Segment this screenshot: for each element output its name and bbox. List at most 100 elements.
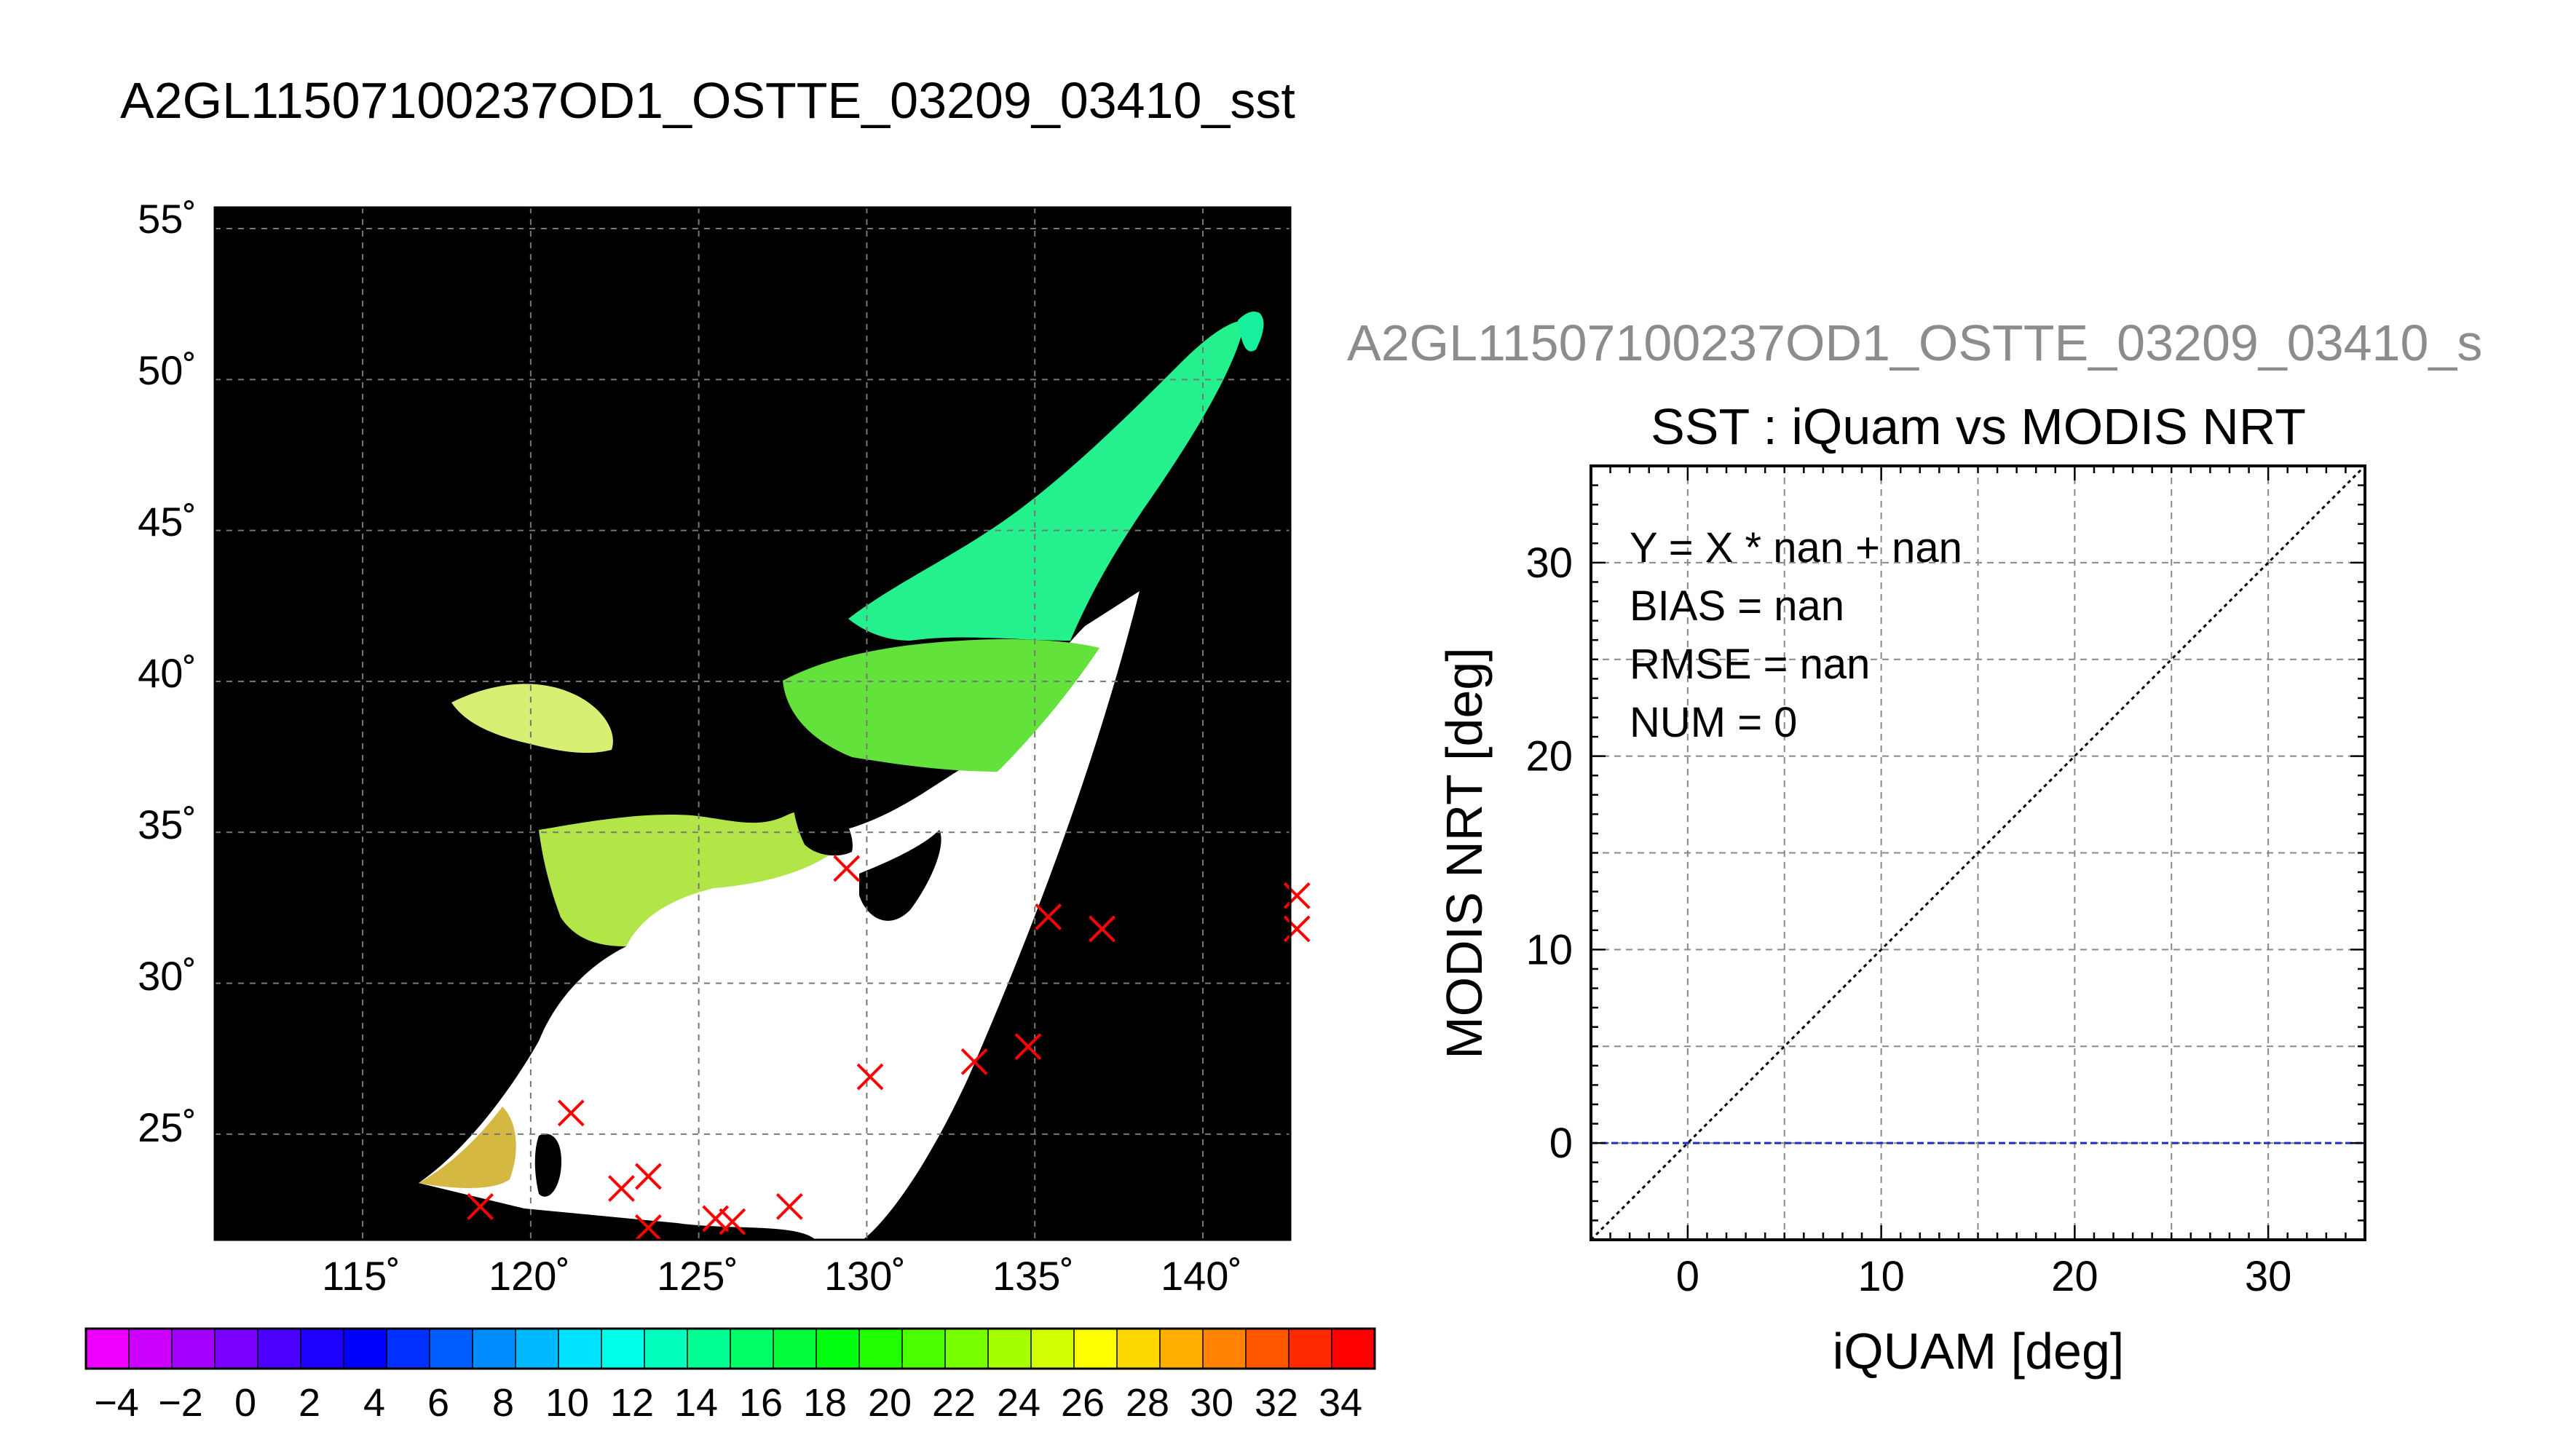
colorbar-cell [558,1329,602,1369]
colorbar-cell [1074,1329,1118,1369]
stats-rmse: RMSE = nan [1630,641,1870,688]
marker-stroke [775,1192,803,1220]
match-point-marker [1089,915,1115,943]
colorbar-cell [430,1329,473,1369]
colorbar-cell [1031,1329,1075,1369]
map-frame [213,206,1292,1241]
colorbar-label: 18 [803,1381,847,1425]
colorbar-cell [1160,1329,1204,1369]
marker-stroke [635,1214,662,1241]
south-coast-sst [419,1107,516,1188]
lon-tick-label: 135˚ [992,1253,1074,1299]
x-tick-label: 30 [2245,1253,2292,1300]
colorbar-cell [773,1329,817,1369]
marker-stroke [1089,915,1115,943]
colorbar-cell [644,1329,688,1369]
x-tick-label: 0 [1676,1253,1699,1300]
map-panel [213,206,1311,1241]
north-strip-sst [1238,312,1264,352]
korea-land [789,728,853,856]
colorbar-labels: −4 −2 0 2 4 6 8 10 12 14 16 18 20 22 24 … [94,1381,1362,1425]
match-point-marker [960,1048,988,1075]
colorbar-cell [387,1329,430,1369]
lon-tick-label: 115˚ [322,1253,400,1299]
colorbar-cell [945,1329,989,1369]
marker-stroke [635,1163,662,1190]
lat-axis: 55˚ 50˚ 45˚ 40˚ 35˚ 30˚ 25˚ [138,196,197,1150]
plot-frame [1590,464,2366,1241]
colorbar-cell [730,1329,774,1369]
match-point-marker [1283,915,1311,943]
marker-stroke [702,1205,730,1233]
colorbar-cell [129,1329,173,1369]
scatter-grid [1591,466,2365,1240]
marker-stroke [608,1175,635,1202]
colorbar-label: 32 [1255,1381,1298,1425]
colorbar-label: 10 [545,1381,589,1425]
taiwan-land [534,1133,561,1197]
match-point-marker [635,1163,662,1190]
colorbar-label: 26 [1061,1381,1105,1425]
y-tick-labels: 0 10 20 30 [1525,539,1573,1167]
lon-tick-label: 130˚ [824,1253,906,1299]
marker-stroke [1035,903,1062,930]
match-point-marker [608,1175,635,1202]
colorbar-label: 34 [1319,1381,1362,1425]
colorbar-label: 14 [674,1381,718,1425]
lat-tick-label: 30˚ [138,953,197,999]
east-sea-sst [783,639,1099,772]
colorbar-cell [1332,1329,1375,1369]
colorbar-frame [84,1327,1376,1370]
bohai-sst [451,684,613,753]
stats-bias: BIAS = nan [1630,582,1844,630]
y-tick-label: 10 [1525,926,1573,973]
colorbar-cell [301,1329,344,1369]
stats-box: Y = X * nan + nan BIAS = nan RMSE = nan … [1630,524,1962,746]
colorbar-label: 6 [427,1381,449,1425]
colorbar-label: 20 [868,1381,912,1425]
colorbar-cell [816,1329,860,1369]
japan-land [859,830,941,921]
match-point-marker [1283,882,1311,909]
marker-stroke [833,855,861,882]
lat-tick-label: 25˚ [138,1104,197,1150]
match-point-marker [1014,1033,1042,1061]
colorbar-cell [1117,1329,1161,1369]
colorbar-cell [1246,1329,1290,1369]
colorbar-cell [215,1329,258,1369]
colorbar-label: −4 [94,1381,139,1425]
y-axis-label: MODIS NRT [deg] [1436,647,1493,1059]
colorbar-cell [516,1329,559,1369]
colorbar-cell [86,1329,130,1369]
marker-stroke [960,1048,988,1075]
lon-tick-label: 140˚ [1161,1253,1242,1299]
colorbar-label: 16 [739,1381,783,1425]
colorbar-cell [1289,1329,1332,1369]
stats-num: NUM = 0 [1630,699,1797,746]
lat-tick-label: 55˚ [138,196,197,242]
colorbar-cell [859,1329,903,1369]
lat-tick-label: 50˚ [138,347,197,393]
match-point-marker [467,1192,494,1220]
marker-stroke [1014,1033,1042,1061]
colorbar-cell [902,1329,946,1369]
match-point-marker [702,1205,730,1233]
one-to-one-line [1590,464,2366,1241]
yellow-sea-sst [539,811,852,946]
colorbar-cell [988,1329,1032,1369]
colorbar-cell [473,1329,516,1369]
lat-tick-label: 40˚ [138,650,197,696]
y-tick-label: 20 [1525,733,1573,780]
colorbar: −4 −2 0 2 4 6 8 10 12 14 16 18 20 22 24 … [84,1327,1376,1425]
colorbar-label: 30 [1190,1381,1233,1425]
y-tick-label: 0 [1549,1120,1573,1167]
marker-stroke [1283,915,1311,943]
swath-nodata-area [419,591,1140,1240]
scatter-plot: Y = X * nan + nan BIAS = nan RMSE = nan … [1590,464,2366,1241]
marker-stroke [467,1192,494,1220]
match-point-marker [1035,903,1062,930]
lon-axis: 115˚ 120˚ 125˚ 130˚ 135˚ 140˚ [322,1253,1242,1299]
colorbar-label: 28 [1126,1381,1169,1425]
marker-stroke [1283,882,1311,909]
